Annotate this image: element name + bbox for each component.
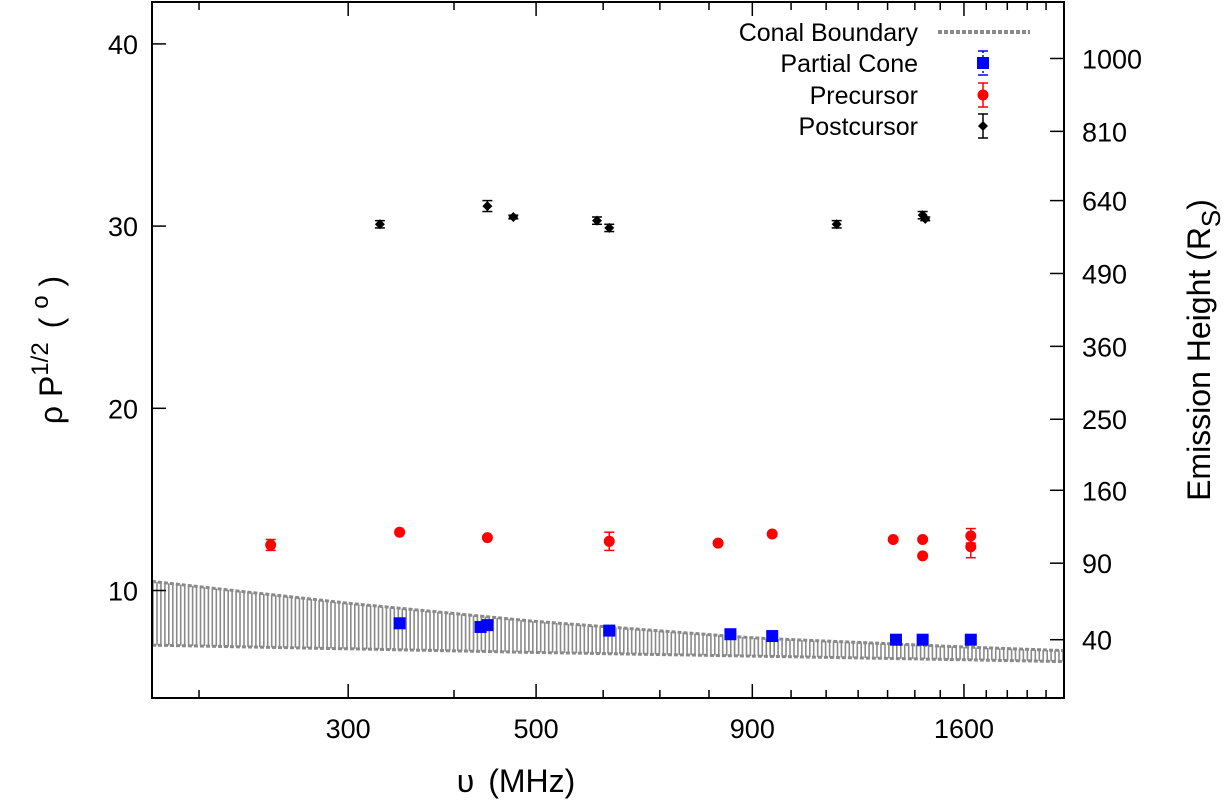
x-tick-label: 1600 — [934, 714, 994, 744]
y2-tick-label: 90 — [1082, 549, 1112, 579]
x-tick-label: 500 — [514, 714, 559, 744]
legend-label: Precursor — [810, 82, 918, 110]
y2-tick-label: 1000 — [1082, 44, 1142, 74]
data-point — [604, 222, 615, 233]
data-point — [265, 539, 277, 551]
y2-tick-label: 40 — [1082, 626, 1112, 656]
y-axis-title: ρ P1/2( o ) — [27, 276, 69, 424]
data-point — [917, 550, 929, 562]
data-points — [265, 199, 977, 646]
conal-boundary-band — [151, 579, 1065, 664]
data-point — [916, 633, 929, 646]
y-tick-label: 30 — [108, 212, 138, 242]
data-point — [394, 526, 406, 538]
y-tick-label: 40 — [108, 30, 138, 60]
data-point — [831, 219, 842, 230]
y2-tick-label: 250 — [1082, 405, 1127, 435]
data-point — [591, 215, 602, 226]
data-point — [964, 633, 977, 646]
legend-label: Partial Cone — [780, 50, 918, 78]
data-point — [920, 213, 931, 224]
data-point — [393, 617, 406, 630]
y2-tick-label: 160 — [1082, 476, 1127, 506]
data-point — [482, 201, 493, 212]
legend-marker — [977, 89, 989, 101]
y2-tick-label: 640 — [1082, 187, 1127, 217]
data-point — [766, 630, 779, 643]
data-point — [481, 532, 493, 544]
axes: 300 500 900 1600 10 20 30 40 40 90 160 250 360 490 640… — [108, 2, 1142, 744]
data-point — [481, 619, 494, 632]
data-point — [374, 219, 385, 230]
x-axis-title: υ (MHz) — [457, 763, 576, 799]
y-tick-label: 10 — [108, 577, 138, 607]
y2-tick-label: 810 — [1082, 117, 1127, 147]
legend-label: Conal Boundary — [739, 19, 919, 47]
legend-label: Postcursor — [799, 113, 918, 141]
y2-tick-label: 360 — [1082, 332, 1127, 362]
data-point — [917, 533, 929, 545]
y2-axis-title: Emission Height (RS) — [1181, 199, 1226, 501]
plot-frame — [151, 1, 1065, 699]
x-tick-label: 900 — [730, 714, 775, 744]
legend-marker — [978, 121, 988, 131]
data-point — [887, 533, 899, 545]
data-point — [965, 541, 977, 553]
data-point — [712, 537, 724, 549]
x-tick-label: 300 — [326, 714, 371, 744]
data-point — [724, 628, 737, 641]
series-partial-cone — [393, 617, 977, 646]
data-point — [603, 535, 615, 547]
legend-marker — [977, 57, 989, 69]
conal-boundary-lower — [151, 643, 1065, 664]
y2-tick-label: 490 — [1082, 259, 1127, 289]
series-precursor — [265, 526, 977, 562]
data-point — [603, 624, 616, 637]
data-point — [766, 528, 778, 540]
data-point — [889, 633, 902, 646]
data-point — [508, 211, 519, 222]
legend: Conal Boundary Partial Cone Precursor Postc… — [739, 19, 1030, 141]
y-tick-label: 20 — [108, 394, 138, 424]
series-postcursor — [374, 199, 931, 233]
